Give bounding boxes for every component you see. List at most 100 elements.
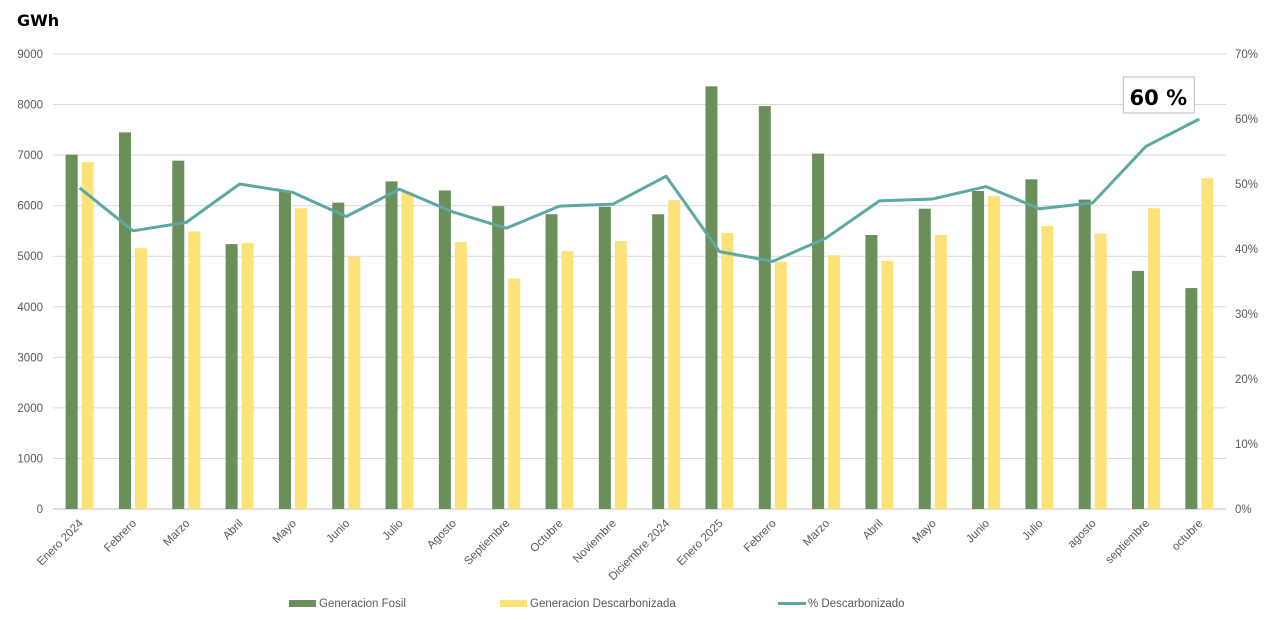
x-tick-label: Junio [324,518,352,546]
x-tick-label: Febrero [742,518,779,555]
legend: Generacion Fosil Generacion Descarbonizad… [289,598,905,610]
bar-fosil [865,234,878,509]
x-tick-label: Julio [380,518,405,543]
bar-descarbonizada [508,278,521,509]
bar-fosil [118,132,131,509]
bar-descarbonizada [401,192,414,509]
bar-descarbonizada [1148,208,1161,509]
x-tick-label: agosto [1066,518,1099,551]
bar-fosil [225,244,238,510]
bar-series [65,86,1214,510]
x-tick-label: Abril [861,518,886,543]
bar-fosil [812,153,825,509]
line-descarbonizado [78,117,1201,263]
callout-annotation: 60 % [1122,76,1195,114]
bar-descarbonizada [1041,225,1054,509]
right-tick-label: 30% [1235,309,1258,321]
x-tick-label: octubre [1170,518,1206,554]
callout-text: 60 % [1130,86,1188,110]
bar-descarbonizada [561,251,574,509]
x-tick-label: Septiembre [462,518,512,568]
bar-fosil [332,202,345,509]
left-tick-label: 8000 [17,100,43,112]
bar-fosil [492,206,505,509]
bar-descarbonizada [774,261,787,509]
left-axis: 0 1000 2000 3000 4000 5000 6000 7000 8000 9000 [17,49,43,516]
legend-label: Generacion Descarbonizada [530,598,676,610]
x-tick-label: Agosto [425,518,459,552]
right-tick-label: 20% [1235,374,1258,386]
bar-descarbonizada [881,260,894,509]
bar-fosil [705,86,718,509]
bar-descarbonizada [934,234,947,509]
bar-descarbonizada [81,162,94,509]
left-tick-label: 2000 [17,403,43,415]
right-tick-label: 70% [1235,49,1258,61]
callout-box [1122,76,1195,114]
x-tick-label: Julio [1020,518,1045,543]
left-tick-label: 9000 [17,49,43,61]
legend-swatch [500,600,527,607]
right-tick-label: 0% [1235,504,1252,516]
right-tick-label: 50% [1235,179,1258,191]
bar-fosil [438,190,451,509]
line-series [78,117,1201,263]
bar-fosil [1185,288,1198,509]
bar-descarbonizada [988,196,1001,510]
right-tick-label: 60% [1235,114,1258,126]
x-tick-label: Enero 2024 [35,517,86,568]
bar-fosil [1025,179,1038,509]
x-tick-label: Febrero [102,518,139,555]
x-tick-label: Junio [964,518,992,546]
left-tick-label: 0 [37,504,43,516]
x-axis: Enero 2024 Febrero Marzo Abril Mayo Junio Juli… [35,517,1205,583]
legend-label: Generacion Fosil [319,598,406,610]
bar-fosil [918,208,931,509]
bar-descarbonizada [1201,178,1214,509]
left-tick-label: 1000 [17,453,43,465]
bar-fosil [278,190,291,509]
bar-descarbonizada [668,200,681,509]
bar-fosil [758,106,771,510]
x-tick-label: Noviembre [571,518,619,566]
left-tick-label: 3000 [17,352,43,364]
bar-descarbonizada [614,241,627,510]
x-tick-label: Enero 2025 [675,518,726,569]
bar-fosil [385,181,398,509]
bar-descarbonizada [721,232,734,509]
right-tick-label: 40% [1235,244,1258,256]
bar-descarbonizada [348,256,361,509]
bar-fosil [598,206,611,509]
right-axis: 0% 10% 20% 30% 40% 50% 60% 70% [1235,49,1258,516]
bar-fosil [972,191,985,509]
bar-descarbonizada [828,255,841,509]
right-tick-label: 10% [1235,439,1258,451]
x-tick-label: Octubre [528,518,565,555]
left-tick-label: 7000 [17,150,43,162]
x-tick-label: Abril [221,518,246,543]
bar-fosil [65,154,78,509]
bar-descarbonizada [454,242,467,510]
bar-fosil [1132,270,1145,509]
bar-descarbonizada [134,248,147,509]
bar-fosil [172,160,185,509]
bar-descarbonizada [1094,233,1107,509]
bar-fosil [652,214,665,509]
left-tick-label: 6000 [17,201,43,213]
x-tick-label: Marzo [161,518,192,549]
legend-label: % Descarbonizado [808,598,905,610]
x-tick-label: Marzo [801,518,832,549]
left-tick-label: 5000 [17,251,43,263]
bar-fosil [545,214,558,509]
bar-fosil [1078,199,1091,509]
unit-label: GWh [17,11,59,30]
left-tick-label: 4000 [17,302,43,314]
x-tick-label: Mayo [910,518,938,546]
bar-descarbonizada [241,243,254,510]
legend-swatch [289,600,316,607]
x-tick-label: septiembre [1103,518,1152,567]
x-tick-label: Mayo [271,518,299,546]
bar-descarbonizada [294,208,307,509]
bar-descarbonizada [188,231,201,509]
